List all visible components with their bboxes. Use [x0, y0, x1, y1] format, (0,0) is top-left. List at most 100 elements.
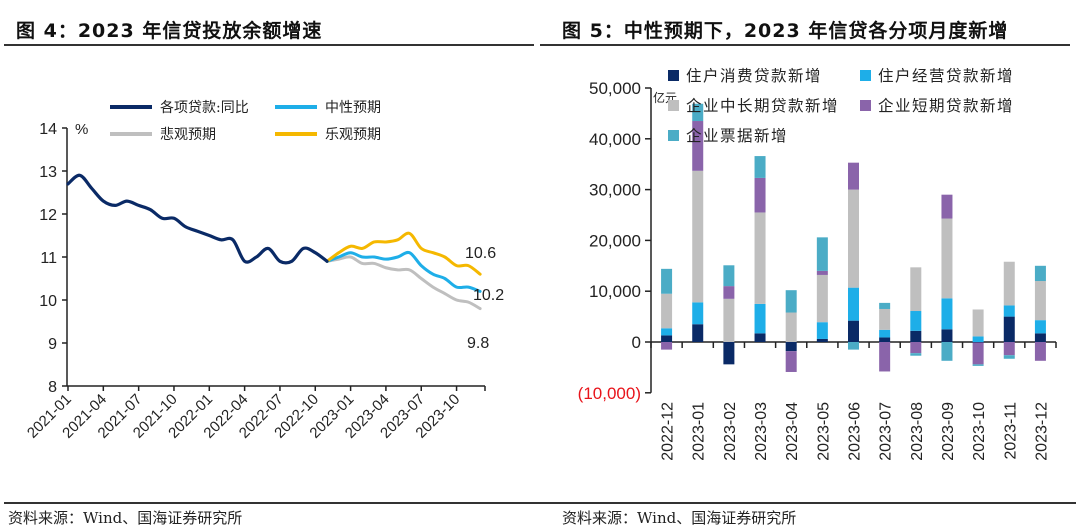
x-tick-label: 2023-09	[940, 402, 957, 461]
x-tick-label: 2023-11	[1002, 402, 1019, 460]
bar-segment-1	[1003, 316, 1015, 342]
bar-segment-1	[692, 324, 704, 342]
figure-4-title: 图 4：2023 年信贷投放余额增速	[16, 20, 323, 42]
bar-segment-3	[941, 218, 953, 299]
bar-segment-5	[723, 265, 735, 287]
bar-segment-5	[910, 353, 922, 356]
bar-segment-2	[754, 303, 766, 334]
x-tick-label: 2023-10	[971, 402, 988, 461]
x-tick-label: 2023-02	[722, 402, 739, 461]
bar-segment-4	[1034, 342, 1046, 361]
bar-segment-1	[879, 337, 891, 342]
series-line-actual	[66, 173, 329, 265]
bar-segment-4	[972, 342, 984, 365]
x-tick-label: 2023-12	[1033, 402, 1050, 461]
y-tick-label: 10	[39, 293, 57, 310]
bar-segment-2	[661, 328, 673, 336]
legend-swatch	[668, 130, 679, 141]
bar-segment-5	[692, 103, 704, 122]
bar-segment-5	[941, 342, 953, 361]
x-tick-label: 2023-05	[815, 402, 832, 461]
y-tick-label: 10,000	[589, 282, 641, 301]
legend-label: 住户消费贷款新增	[686, 67, 822, 85]
bar-segment-1	[816, 338, 828, 342]
bar-segment-3	[816, 274, 828, 323]
series-line-pessimistic	[325, 255, 482, 311]
x-tick-label: 2023-06	[847, 402, 864, 461]
bottom-divider	[540, 502, 1076, 504]
bar-segment-4	[692, 121, 704, 171]
x-tick-label: 2023-08	[909, 402, 926, 461]
figure-4-source: 资料来源：Wind、国海证券研究所	[8, 509, 243, 527]
bar-segment-5	[785, 290, 797, 313]
bar-segment-5	[1003, 355, 1015, 359]
bar-segment-3	[1034, 281, 1046, 321]
bar-segment-2	[879, 329, 891, 338]
bar-segment-4	[816, 270, 828, 275]
x-tick-label: 2022-12	[660, 402, 677, 461]
bar-segment-5	[848, 342, 859, 350]
series-line-optimistic	[325, 231, 482, 276]
title-divider	[4, 44, 534, 46]
legend-label: 企业票据新增	[686, 127, 788, 145]
figure-5-panel: 图 5：中性预期下，2023 年信贷各分项月度新增 (10,000) 0 10,00…	[540, 0, 1080, 531]
legend-label: 各项贷款:同比	[160, 100, 249, 116]
bar-segment-2	[1003, 305, 1015, 317]
bar-segment-4	[910, 342, 922, 354]
bar-segment-3	[1003, 261, 1015, 306]
bar-segment-5	[816, 237, 828, 271]
bar-segment-3	[910, 267, 922, 312]
bar-segment-4	[754, 177, 766, 213]
figure-5-source: 资料来源：Wind、国海证券研究所	[562, 509, 797, 527]
bar-segment-4	[1003, 342, 1015, 356]
bar-segment-1	[785, 342, 797, 352]
bar-segment-2	[848, 287, 859, 321]
bar-segment-2	[972, 336, 984, 342]
bar-segment-1	[910, 330, 922, 342]
bar-segment-2	[910, 311, 922, 331]
bar-segment-3	[879, 308, 891, 330]
bar-segment-3	[692, 170, 704, 303]
y-axis-unit-label: %	[75, 121, 88, 138]
y-tick-label: 11	[40, 250, 57, 267]
x-tick-label: 2023-04	[784, 402, 801, 461]
title-divider	[540, 44, 1070, 46]
bar-segment-2	[816, 322, 828, 339]
x-tick-label: 2023-03	[753, 402, 770, 461]
y-tick-label: 0	[632, 333, 641, 352]
bar-segment-3	[785, 312, 797, 342]
bar-segment-5	[972, 364, 984, 366]
figure-4-panel: 图 4：2023 年信贷投放余额增速 8 9 10 11 12 13 14% 2021-01 2…	[4, 20, 540, 527]
series-line-neutral	[325, 250, 482, 293]
data-label: 10.2	[473, 287, 504, 304]
legend-label: 住户经营贷款新增	[878, 67, 1014, 85]
y-tick-label: 12	[39, 207, 57, 224]
bar-segment-1	[754, 333, 766, 342]
bar-segment-1	[1034, 333, 1046, 342]
bar-segment-3	[661, 293, 673, 329]
bar-segment-1	[848, 320, 859, 342]
bar-segment-3	[972, 309, 984, 337]
legend-swatch	[860, 100, 871, 111]
legend-label: 中性预期	[325, 100, 381, 116]
data-label: 9.8	[467, 335, 489, 352]
y-tick-label: 9	[48, 336, 57, 353]
bar-segment-2	[1034, 320, 1046, 334]
y-tick-label: 50,000	[589, 79, 641, 98]
y-tick-label: 13	[39, 164, 57, 181]
x-tick-label: 2023-07	[878, 402, 895, 461]
y-tick-label: (10,000)	[578, 384, 641, 403]
bar-segment-1	[941, 329, 953, 342]
bar-segment-3	[848, 189, 859, 288]
bar-segment-5	[1034, 265, 1046, 282]
legend-label: 企业中长期贷款新增	[686, 97, 839, 115]
bottom-divider	[4, 502, 540, 504]
bar-segment-5	[879, 302, 891, 309]
data-label: 10.6	[465, 245, 496, 262]
bar-segment-1	[972, 342, 984, 343]
bar-segment-3	[754, 212, 766, 304]
bar-segment-1	[661, 335, 673, 342]
legend-label: 乐观预期	[325, 127, 381, 143]
